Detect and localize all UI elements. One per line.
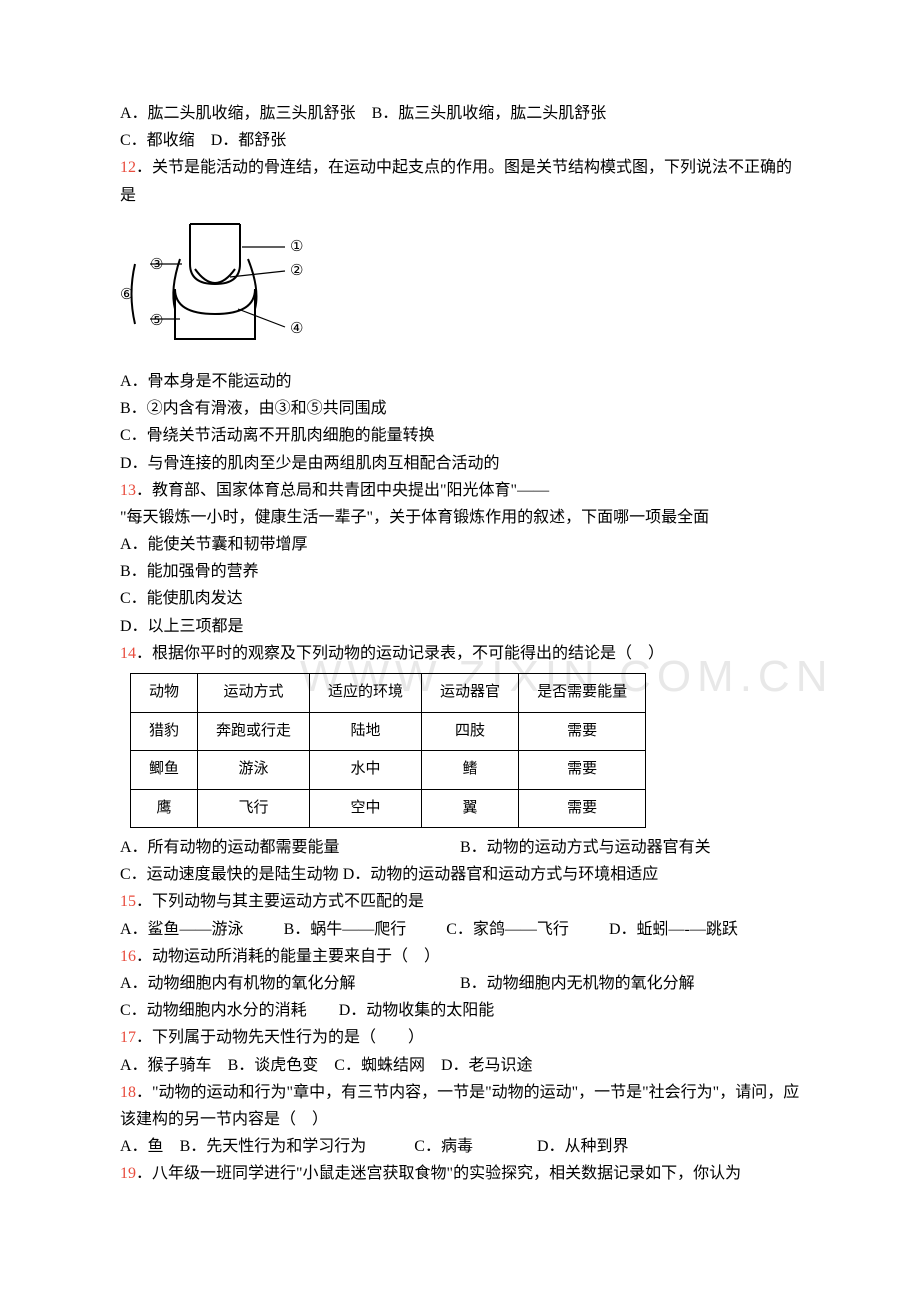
q11-options-line2: C．都收缩 D．都舒张 bbox=[120, 127, 800, 154]
q12-opt-a: A．骨本身是不能运动的 bbox=[120, 368, 800, 395]
q14-opt-b: B．动物的运动方式与运动器官有关 bbox=[460, 834, 800, 861]
q12-number: 12 bbox=[120, 159, 136, 176]
q12-stem: 12．关节是能活动的骨连结，在运动中起支点的作用。图是关节结构模式图，下列说法不… bbox=[120, 154, 800, 208]
q15-opt-c: C．家鸽——飞行 bbox=[446, 916, 569, 943]
q12-opt-c: C．骨绕关节活动离不开肌肉细胞的能量转换 bbox=[120, 422, 800, 449]
q13-stem-text1: ．教育部、国家体育总局和共青团中央提出"阳光体育"—— bbox=[136, 482, 549, 499]
q17-opt-a: A．猴子骑车 bbox=[120, 1057, 212, 1074]
table-header-row: 动物 运动方式 适应的环境 运动器官 是否需要能量 bbox=[131, 674, 646, 713]
col-env: 适应的环境 bbox=[310, 674, 422, 713]
q16-stem-text: ．动物运动所消耗的能量主要来自于（ ） bbox=[136, 948, 440, 965]
q12-opt-b: B．②内含有滑液，由③和⑤共同围成 bbox=[120, 395, 800, 422]
q15-stem: 15．下列动物与其主要运动方式不匹配的是 bbox=[120, 888, 800, 915]
col-animal: 动物 bbox=[131, 674, 198, 713]
q11-opt-b: B．肱三头肌收缩，肱二头肌舒张 bbox=[372, 105, 607, 122]
diagram-label-2: ② bbox=[290, 263, 303, 279]
q11-opt-a: A．肱二头肌收缩，肱三头肌舒张 bbox=[120, 105, 356, 122]
exam-page: WWW.ZIXIN.COM.CN A．肱二头肌收缩，肱三头肌舒张 B．肱三头肌收… bbox=[120, 100, 800, 1187]
q17-options: A．猴子骑车 B．谈虎色变 C．蜘蛛结网 D．老马识途 bbox=[120, 1052, 800, 1079]
q14-opts-row1: A．所有动物的运动都需要能量 B．动物的运动方式与运动器官有关 bbox=[120, 834, 800, 861]
q18-opt-a: A．鱼 bbox=[120, 1138, 164, 1155]
q18-options: A．鱼 B．先天性行为和学习行为 C．病毒 D．从种到界 bbox=[120, 1133, 800, 1160]
table-row: 鲫鱼 游泳 水中 鳍 需要 bbox=[131, 751, 646, 790]
col-organ: 运动器官 bbox=[422, 674, 519, 713]
col-movement: 运动方式 bbox=[198, 674, 310, 713]
q13-opt-c: C．能使肌肉发达 bbox=[120, 585, 800, 612]
q15-opt-a: A．鲨鱼——游泳 bbox=[120, 916, 244, 943]
q14-opt-a: A．所有动物的运动都需要能量 bbox=[120, 834, 460, 861]
q15-options: A．鲨鱼——游泳 B．蜗牛——爬行 C．家鸽——飞行 D．蚯蚓—-—跳跃 bbox=[120, 916, 800, 943]
q16-opt-a: A．动物细胞内有机物的氧化分解 bbox=[120, 970, 460, 997]
q13-opt-a: A．能使关节囊和韧带增厚 bbox=[120, 531, 800, 558]
col-energy: 是否需要能量 bbox=[519, 674, 646, 713]
q12-joint-diagram: ① ② ③ ④ ⑤ ⑥ bbox=[120, 219, 800, 358]
q13-opt-d: D．以上三项都是 bbox=[120, 613, 800, 640]
q19-number: 19 bbox=[120, 1165, 136, 1182]
q16-stem: 16．动物运动所消耗的能量主要来自于（ ） bbox=[120, 943, 800, 970]
q14-opt-d: D．动物的运动器官和运动方式与环境相适应 bbox=[343, 866, 659, 883]
q18-opt-d: D．从种到界 bbox=[537, 1138, 629, 1155]
q16-opt-c: C．动物细胞内水分的消耗 bbox=[120, 1002, 307, 1019]
q15-number: 15 bbox=[120, 893, 136, 910]
q13-stem-line2: "每天锻炼一小时，健康生活一辈子"，关于体育锻炼作用的叙述，下面哪一项最全面 bbox=[120, 504, 800, 531]
q17-stem: 17．下列属于动物先天性行为的是（ ） bbox=[120, 1024, 800, 1051]
q11-opt-c: C．都收缩 bbox=[120, 132, 195, 149]
q18-opt-c: C．病毒 bbox=[414, 1138, 473, 1155]
q17-stem-text: ．下列属于动物先天性行为的是（ ） bbox=[136, 1029, 424, 1046]
q11-opt-d: D．都舒张 bbox=[211, 132, 287, 149]
q14-stem: 14．根据你平时的观察及下列动物的运动记录表，不可能得出的结论是（ ） bbox=[120, 640, 800, 667]
q18-number: 18 bbox=[120, 1084, 136, 1101]
diagram-label-5: ⑤ bbox=[150, 313, 163, 329]
joint-diagram-svg: ① ② ③ ④ ⑤ ⑥ bbox=[120, 219, 320, 349]
q13-number: 13 bbox=[120, 482, 136, 499]
diagram-label-3: ③ bbox=[150, 257, 163, 273]
q16-number: 16 bbox=[120, 948, 136, 965]
q18-stem-text: ．"动物的运动和行为"章中，有三节内容，一节是"动物的运动"，一节是"社会行为"… bbox=[120, 1084, 799, 1128]
q15-stem-text: ．下列动物与其主要运动方式不匹配的是 bbox=[136, 893, 424, 910]
q18-stem: 18．"动物的运动和行为"章中，有三节内容，一节是"动物的运动"，一节是"社会行… bbox=[120, 1079, 800, 1133]
q14-opt-c: C．运动速度最快的是陆生动物 bbox=[120, 866, 339, 883]
table-row: 猎豹 奔跑或行走 陆地 四肢 需要 bbox=[131, 712, 646, 751]
q11-options-line1: A．肱二头肌收缩，肱三头肌舒张 B．肱三头肌收缩，肱二头肌舒张 bbox=[120, 100, 800, 127]
q18-opt-b: B．先天性行为和学习行为 bbox=[180, 1138, 367, 1155]
q14-stem-text: ．根据你平时的观察及下列动物的运动记录表，不可能得出的结论是（ ） bbox=[136, 645, 664, 662]
q12-opt-d: D．与骨连接的肌肉至少是由两组肌肉互相配合活动的 bbox=[120, 450, 800, 477]
diagram-label-6: ⑥ bbox=[120, 287, 133, 303]
q16-opts-row2: C．动物细胞内水分的消耗 D．动物收集的太阳能 bbox=[120, 997, 800, 1024]
q16-opt-b: B．动物细胞内无机物的氧化分解 bbox=[460, 970, 800, 997]
q14-data-table: 动物 运动方式 适应的环境 运动器官 是否需要能量 猎豹 奔跑或行走 陆地 四肢… bbox=[130, 673, 646, 828]
q12-stem-text: ．关节是能活动的骨连结，在运动中起支点的作用。图是关节结构模式图，下列说法不正确… bbox=[120, 159, 792, 203]
q14-opts-row2: C．运动速度最快的是陆生动物 D．动物的运动器官和运动方式与环境相适应 bbox=[120, 861, 800, 888]
q13-opt-b: B．能加强骨的营养 bbox=[120, 558, 800, 585]
table-row: 鹰 飞行 空中 翼 需要 bbox=[131, 789, 646, 828]
q17-number: 17 bbox=[120, 1029, 136, 1046]
diagram-label-4: ④ bbox=[290, 321, 303, 337]
q16-opt-d: D．动物收集的太阳能 bbox=[339, 1002, 495, 1019]
q17-opt-d: D．老马识途 bbox=[441, 1057, 533, 1074]
q13-stem-line1: 13．教育部、国家体育总局和共青团中央提出"阳光体育"—— bbox=[120, 477, 800, 504]
q17-opt-c: C．蜘蛛结网 bbox=[334, 1057, 425, 1074]
q15-opt-b: B．蜗牛——爬行 bbox=[284, 916, 407, 943]
diagram-label-1: ① bbox=[290, 239, 303, 255]
q16-opts-row1: A．动物细胞内有机物的氧化分解 B．动物细胞内无机物的氧化分解 bbox=[120, 970, 800, 997]
q19-stem-text: ．八年级一班同学进行"小鼠走迷宫获取食物"的实验探究，相关数据记录如下，你认为 bbox=[136, 1165, 741, 1182]
q17-opt-b: B．谈虎色变 bbox=[228, 1057, 319, 1074]
q15-opt-d: D．蚯蚓—-—跳跃 bbox=[609, 916, 738, 943]
q14-number: 14 bbox=[120, 645, 136, 662]
q19-stem: 19．八年级一班同学进行"小鼠走迷宫获取食物"的实验探究，相关数据记录如下，你认… bbox=[120, 1160, 800, 1187]
